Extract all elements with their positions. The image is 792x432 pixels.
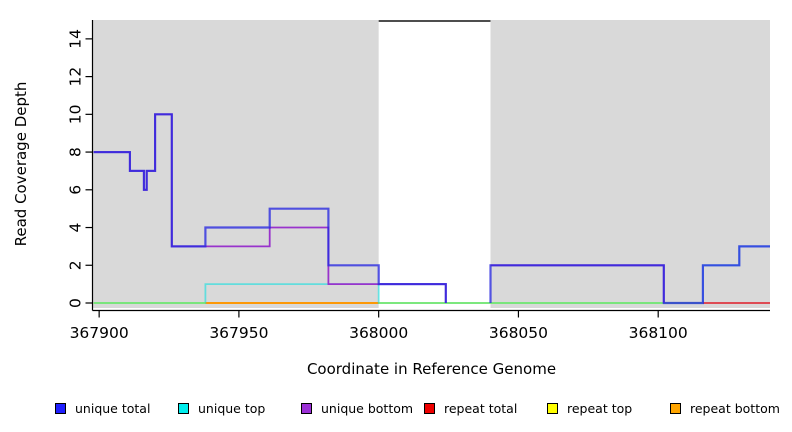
y-tick-label: 2: [67, 260, 85, 270]
legend-item-unique-top: unique top: [178, 398, 265, 418]
series-line-unique-total: [489, 245, 770, 305]
legend-item-label: repeat total: [444, 400, 518, 416]
legend-item-label: repeat top: [567, 400, 633, 416]
legend-item-label: unique top: [198, 400, 266, 416]
legend-swatch-unique-bottom: [301, 402, 312, 414]
y-tick-label: 0: [67, 298, 85, 308]
legend-item-label: unique total: [75, 400, 151, 416]
legend-swatch-unique-total: [55, 402, 66, 414]
legend-item-unique-total: unique total: [55, 398, 150, 418]
x-tick-label: 368100: [629, 324, 688, 342]
legend-swatch-repeat-total: [424, 402, 435, 414]
y-axis-title: Read Coverage Depth: [12, 82, 30, 247]
series-line-unique-total: [93, 113, 447, 303]
y-tick-label: 12: [67, 67, 85, 87]
legend-item-repeat-top: repeat top: [547, 398, 632, 418]
x-axis-title: Coordinate in Reference Genome: [307, 360, 556, 378]
x-tick-label: 367900: [70, 324, 129, 342]
y-tick-label: 14: [67, 29, 85, 49]
legend-item-label: repeat bottom: [690, 400, 780, 416]
legend-item-repeat-total: repeat total: [424, 398, 517, 418]
legend-item-unique-bottom: unique bottom: [301, 398, 413, 418]
legend-swatch-repeat-top: [547, 402, 558, 414]
legend: unique total unique top unique bottom repea…: [0, 398, 792, 420]
legend-swatch-repeat-bottom: [670, 402, 681, 414]
y-tick-label: 4: [67, 223, 85, 233]
y-tick-label: 6: [67, 185, 85, 195]
legend-swatch-unique-top: [178, 402, 189, 414]
coverage-plot: 0 2 4 6 8 10 12 14 367900 367950 368000 368050 36810…: [12, 20, 770, 378]
y-tick-label: 10: [67, 104, 85, 124]
x-tick-label: 367950: [209, 324, 268, 342]
x-tick-label: 368050: [489, 324, 548, 342]
y-tick-label: 8: [67, 147, 85, 157]
legend-item-repeat-bottom: repeat bottom: [670, 398, 780, 418]
masked-region: [378, 20, 491, 308]
legend-item-label: unique bottom: [321, 400, 414, 416]
x-tick-label: 368000: [349, 324, 408, 342]
